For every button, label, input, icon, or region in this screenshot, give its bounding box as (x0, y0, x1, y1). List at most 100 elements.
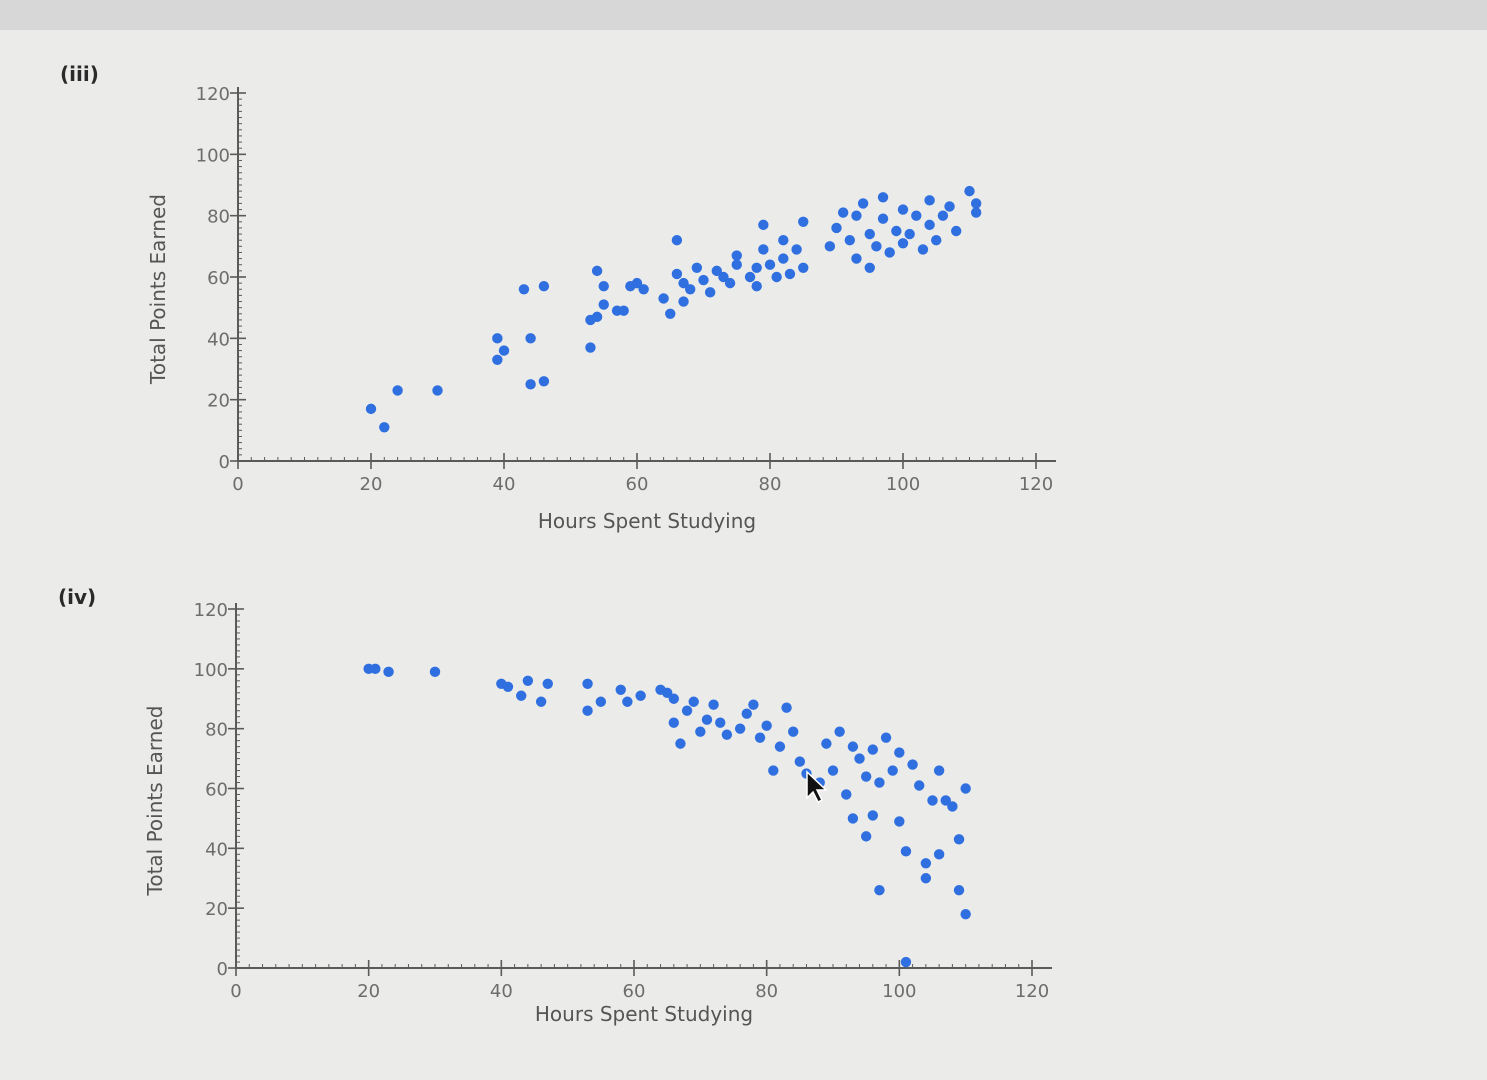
data-point (827, 765, 839, 776)
data-point (874, 885, 885, 896)
data-point (864, 228, 875, 240)
data-point (718, 271, 729, 283)
y-tick-label: 0 (217, 959, 228, 980)
data-point (940, 795, 951, 806)
data-point (880, 732, 892, 743)
data-point (744, 271, 756, 283)
data-point (758, 244, 769, 255)
data-point (860, 771, 872, 782)
data-point (871, 241, 882, 252)
data-point (582, 705, 593, 716)
data-point (758, 219, 769, 231)
data-point (370, 663, 381, 675)
data-point (867, 810, 878, 821)
x-tick-label: 0 (232, 474, 243, 495)
data-point (933, 849, 945, 860)
data-point (860, 831, 872, 842)
x-tick-label: 0 (230, 981, 241, 1002)
data-point (695, 726, 706, 737)
data-point (681, 705, 693, 716)
data-point (824, 241, 836, 252)
data-point (960, 783, 971, 794)
x-tick-label: 40 (490, 981, 513, 1002)
data-point (937, 210, 949, 221)
data-point (778, 235, 789, 246)
data-point (894, 816, 905, 827)
data-point (542, 678, 553, 689)
data-point (944, 201, 955, 212)
data-point (631, 277, 643, 289)
y-tick-label: 100 (196, 145, 230, 166)
data-point (887, 765, 898, 776)
y-tick-label: 60 (207, 268, 230, 289)
data-point (847, 813, 859, 824)
data-point (661, 687, 673, 698)
data-point (721, 729, 733, 740)
data-point (591, 265, 603, 277)
x-tick-label: 60 (626, 474, 649, 495)
data-point (768, 765, 779, 776)
y-tick-label: 120 (196, 84, 230, 105)
data-point (635, 690, 646, 701)
data-point (847, 741, 859, 752)
data-point (841, 789, 852, 800)
data-point (953, 834, 965, 845)
data-point (970, 207, 982, 218)
data-point (701, 714, 713, 725)
data-point (911, 210, 922, 221)
x-axis-title: Hours Spent Studying (538, 509, 756, 533)
data-point (622, 696, 633, 707)
data-point (867, 744, 878, 755)
x-axis-title: Hours Spent Studying (535, 1002, 753, 1026)
data-point (671, 268, 683, 280)
data-point (764, 259, 776, 270)
y-tick-label: 80 (205, 720, 228, 741)
data-point (791, 244, 802, 255)
data-point (535, 696, 547, 707)
data-point (924, 219, 935, 231)
data-point (933, 765, 945, 776)
data-point (788, 726, 799, 737)
data-point (920, 873, 932, 884)
data-point (518, 284, 530, 295)
data-point (432, 385, 443, 396)
x-tick-label: 40 (493, 474, 516, 495)
data-point (638, 284, 649, 295)
x-tick-label: 80 (755, 981, 778, 1002)
data-point (951, 225, 962, 237)
y-tick-label: 40 (205, 839, 228, 860)
data-point (365, 403, 377, 415)
scatter-plot-iv: 0 20 40 60 80 100 120 0 20 40 60 80 100 120 Hours Spen… (143, 600, 1052, 1026)
data-point (874, 777, 885, 788)
data-point (658, 293, 669, 304)
data-point (907, 759, 918, 770)
data-point (698, 274, 709, 286)
data-point (595, 696, 607, 707)
data-point (774, 741, 786, 752)
data-point (615, 684, 626, 695)
y-tick-label: 20 (207, 391, 230, 412)
y-tick-label: 0 (219, 452, 230, 473)
data-point (675, 738, 686, 749)
data-point (900, 846, 912, 857)
y-tick-label: 40 (207, 329, 230, 350)
data-point (379, 422, 390, 433)
x-tick-label: 80 (759, 474, 782, 495)
x-tick-label: 20 (360, 474, 383, 495)
data-point (960, 908, 971, 920)
data-point (516, 690, 527, 701)
x-tick-label: 20 (357, 981, 380, 1002)
mouse-pointer-icon (806, 770, 828, 804)
data-point (920, 858, 932, 869)
data-point (522, 675, 534, 686)
data-point (492, 333, 503, 344)
data-point (751, 281, 762, 292)
data-point (711, 265, 722, 277)
y-tick-label: 120 (194, 600, 228, 621)
data-point (525, 333, 536, 344)
data-point (392, 385, 403, 396)
data-point (383, 666, 394, 678)
x-tick-label: 100 (886, 474, 920, 495)
data-point (525, 379, 536, 390)
data-point (502, 681, 514, 692)
